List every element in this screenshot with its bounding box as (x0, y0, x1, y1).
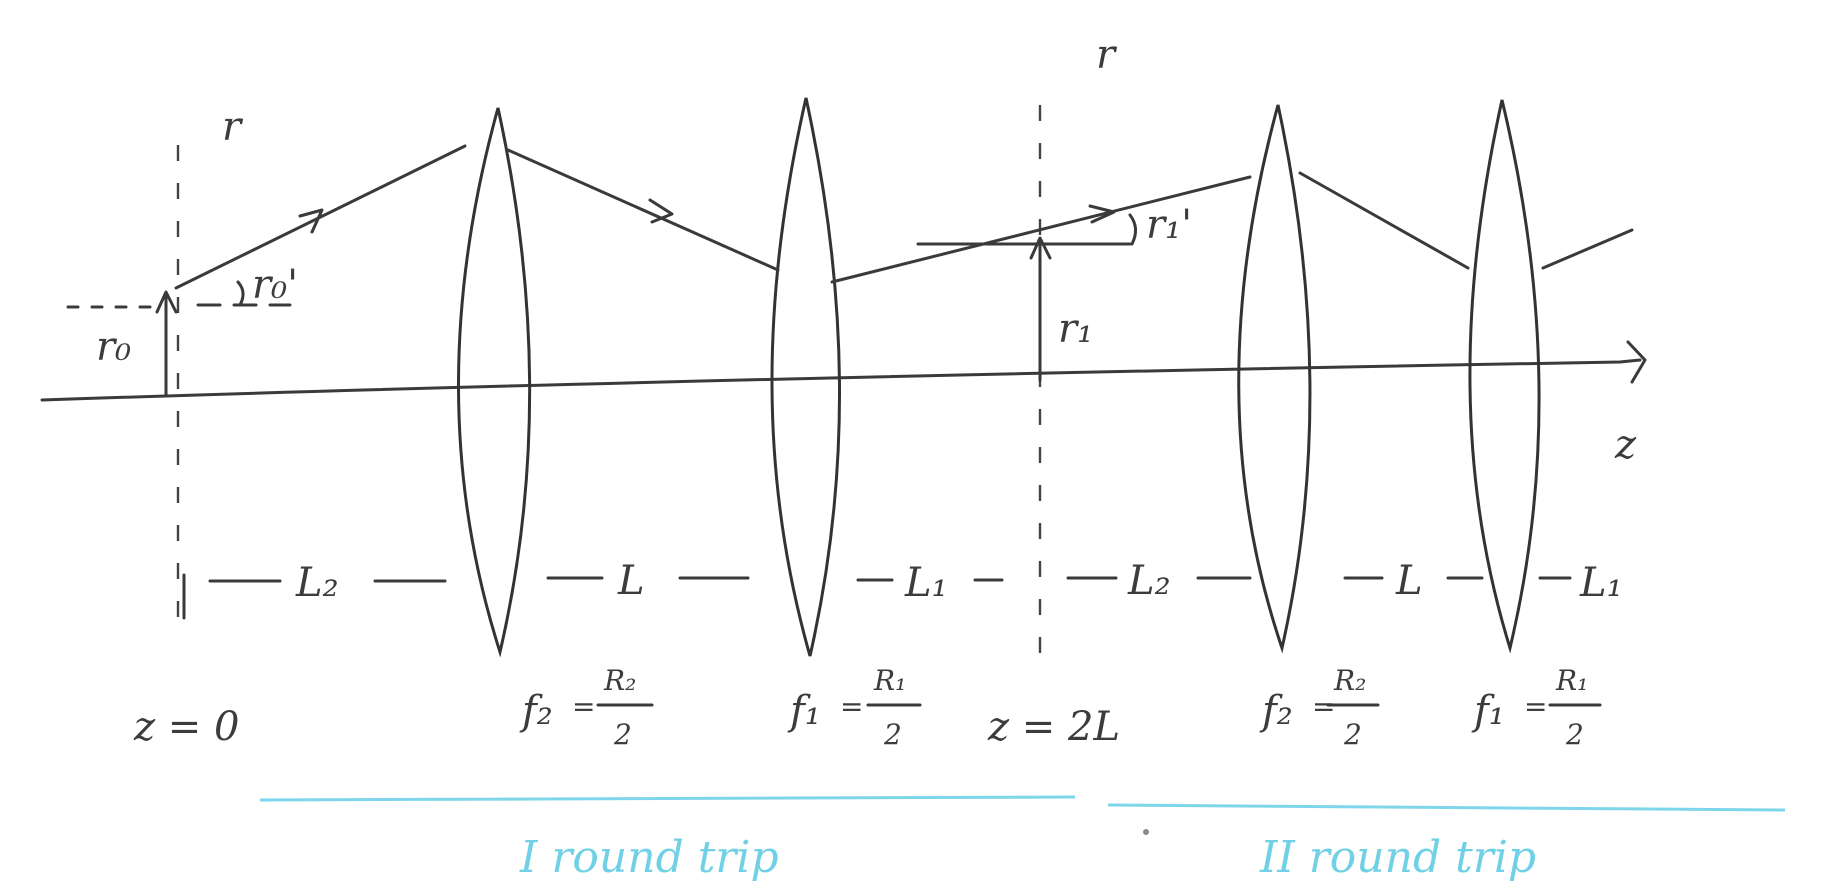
focal-label-lens-3: f₂ = R₂ 2 (1259, 664, 1380, 751)
lens-4 (1468, 99, 1541, 654)
stray-dot (1143, 829, 1149, 835)
plane-axis-label-r-2: r (1096, 32, 1118, 78)
axis-arrowhead-icon (1626, 340, 1647, 384)
lens-3 (1237, 104, 1312, 654)
distance-label-L1-2: L₁ (1579, 560, 1623, 606)
angle-arc-r1 (1128, 213, 1137, 246)
height-arrowhead-icon-r0 (155, 290, 178, 314)
angle-label-r1: r₁' (1146, 202, 1192, 248)
lens-2 (770, 97, 841, 657)
round-trip-1-underline (259, 795, 1076, 802)
focal-numerator: R₂ (1333, 664, 1366, 697)
focal-label-lens-4: f₁ = R₁ 2 (1471, 664, 1602, 751)
ray-direction-arrow-icon-1 (298, 208, 324, 234)
plane-label-z2L: z = 2L (987, 704, 1120, 750)
focal-equals: = (572, 690, 595, 723)
height-label-r1: r₁ (1058, 306, 1093, 352)
optical-axis (40, 358, 1642, 402)
height-label-r0: r₀ (96, 324, 131, 370)
focal-denominator: 2 (1565, 718, 1584, 751)
height-arrowhead-icon-r1 (1029, 236, 1052, 260)
angle-label-r0: r₀' (252, 262, 298, 308)
focal-numerator: R₂ (603, 664, 636, 697)
ray-direction-arrow-icon-2 (648, 198, 674, 224)
axis-label-z: z (1614, 422, 1637, 468)
focal-symbol: f₂ (1259, 688, 1293, 734)
focal-equals: = (1312, 690, 1335, 723)
ray-path (174, 144, 1634, 290)
focal-symbol: f₂ (519, 688, 553, 734)
round-trip-2-underline (1107, 803, 1786, 812)
focal-equals: = (840, 690, 863, 723)
distance-label-L-2: L (1395, 558, 1423, 604)
focal-label-lens-1: f₂ = R₂ 2 (519, 664, 654, 751)
distance-label-L-1: L (617, 558, 645, 604)
lens-1 (457, 107, 532, 658)
focal-numerator: R₁ (1555, 664, 1588, 697)
plane-axis-label-r-1: r (222, 104, 244, 150)
focal-symbol: f₁ (787, 688, 821, 734)
ray-direction-arrow-icon-3 (1088, 204, 1116, 224)
round-trip-2-label: II round trip (1259, 832, 1536, 883)
focal-equals: = (1524, 690, 1547, 723)
plane-label-z0: z = 0 (133, 704, 239, 750)
focal-denominator: 2 (883, 718, 902, 751)
angle-arc-r0 (236, 280, 245, 307)
distance-label-L2-2: L₂ (1127, 558, 1171, 604)
focal-numerator: R₁ (873, 664, 906, 697)
focal-denominator: 2 (613, 718, 632, 751)
focal-denominator: 2 (1343, 718, 1362, 751)
focal-symbol: f₁ (1471, 688, 1505, 734)
focal-label-lens-2: f₁ = R₁ 2 (787, 664, 922, 751)
distance-label-L1-1: L₁ (904, 560, 948, 606)
round-trip-1-label: I round trip (519, 832, 779, 883)
distance-label-L2-1: L₂ (295, 560, 339, 606)
